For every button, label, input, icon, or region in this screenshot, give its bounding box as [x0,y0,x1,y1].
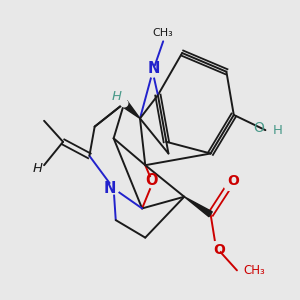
Text: H: H [112,90,122,103]
Text: H: H [273,124,283,136]
Text: O: O [253,121,264,135]
Text: O: O [227,175,239,188]
Text: H: H [33,162,43,175]
Circle shape [147,177,158,188]
Circle shape [108,183,119,194]
Text: CH₃: CH₃ [244,264,265,277]
Text: O: O [214,243,225,257]
Circle shape [224,180,235,190]
Circle shape [211,242,221,252]
Polygon shape [122,100,140,118]
Circle shape [121,100,128,107]
Text: N: N [148,61,160,76]
Circle shape [147,66,158,77]
Text: O: O [145,173,158,188]
Polygon shape [184,197,212,217]
Text: CH₃: CH₃ [153,28,173,38]
Text: N: N [104,181,116,196]
